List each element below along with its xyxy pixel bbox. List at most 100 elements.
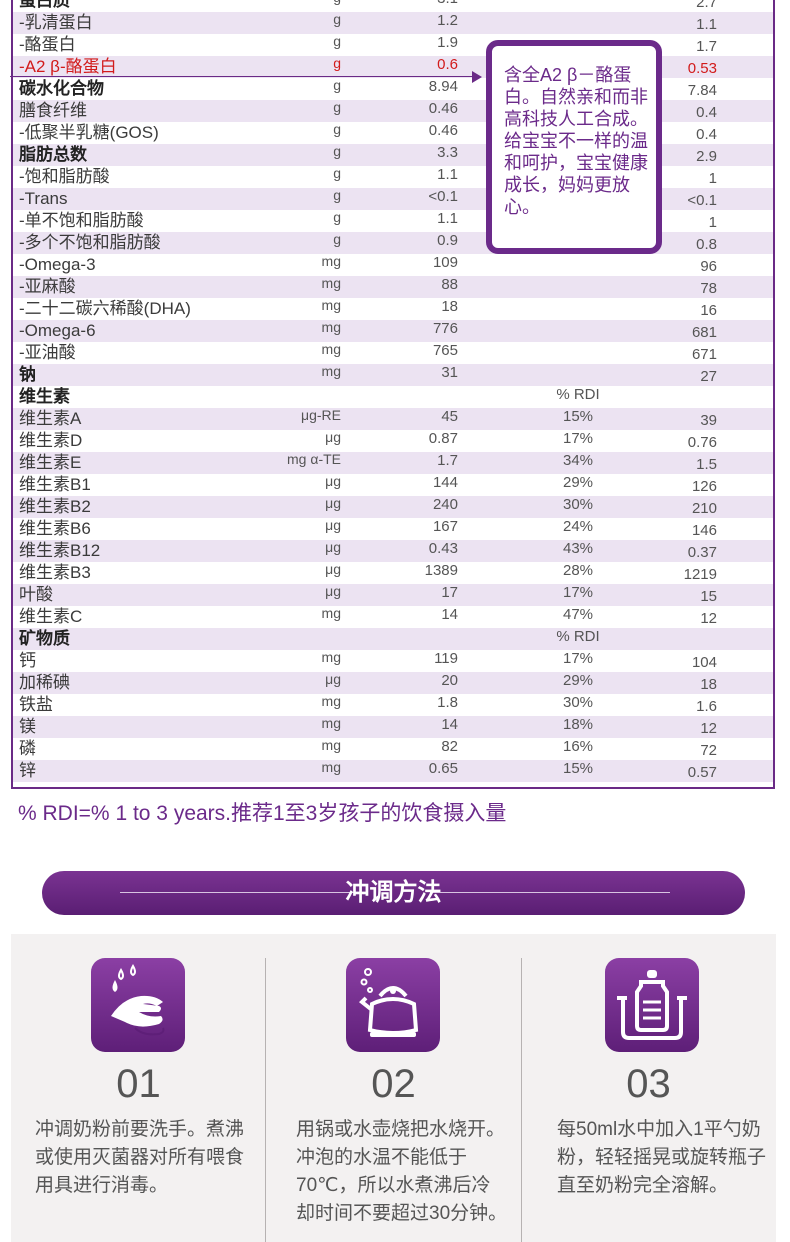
table-row: 维生素B1 μg 144 29% 126 (13, 473, 773, 496)
nutrient-rdi: 28% (562, 562, 594, 579)
nutrient-rdi: 18% (562, 716, 594, 733)
nutrient-value-per-serving (627, 388, 717, 410)
nutrient-value-per-serving: 39 (700, 412, 717, 429)
table-row: 维生素C mg 14 47% 12 (13, 605, 773, 628)
nutrient-unit: g (333, 231, 341, 247)
nutrient-value-per-100ml: 1389 (424, 562, 458, 579)
nutrient-name: 维生素D (19, 431, 83, 450)
nutrient-value-per-100ml: 0.6 (437, 56, 458, 73)
nutrient-value-per-100ml: 18 (441, 298, 458, 315)
nutrient-rdi: 47% (562, 606, 594, 623)
nutrient-value-per-100ml: 1.1 (437, 210, 458, 227)
table-row: 钙 mg 119 17% 104 (13, 649, 773, 672)
nutrient-rdi (533, 274, 623, 296)
nutrient-value-per-100ml: 14 (441, 716, 458, 733)
nutrient-value-per-100ml: 109 (432, 254, 458, 271)
nutrient-unit: g (333, 99, 341, 115)
nutrient-name: 锌 (19, 761, 36, 780)
nutrient-unit (253, 624, 341, 646)
nutrient-unit: μg (325, 473, 341, 489)
table-row: 镁 mg 14 18% 12 (13, 715, 773, 738)
nutrient-value-per-100ml: 0.43 (428, 540, 458, 557)
nutrient-rdi (533, 296, 623, 318)
nutrient-value-per-serving: 1.1 (696, 16, 717, 33)
step-2: 02 用锅或水壶烧把水烧开。冲泡的水温不能低于70℃，所以水煮沸后冷却时间不要超… (266, 934, 521, 1242)
callout-text: 含全A2 β－酪蛋白。自然亲和而非高科技人工合成。给宝宝不一样的温和呵护，宝宝健… (504, 65, 648, 217)
nutrient-rdi: 30% (562, 496, 594, 513)
step-3: 03 每50ml水中加入1平勺奶粉，轻轻摇晃或旋转瓶子直至奶粉完全溶解。 (521, 934, 776, 1242)
nutrient-rdi: 15% (562, 760, 594, 777)
nutrient-unit: mg (321, 275, 341, 291)
nutrient-unit: g (333, 11, 341, 27)
nutrient-name: 叶酸 (19, 585, 53, 604)
nutrient-name: 维生素A (19, 409, 82, 428)
callout-pointer-arrow (472, 71, 482, 83)
step-description: 冲调奶粉前要洗手。煮沸或使用灭菌器对所有喂食用具进行消毒。 (35, 1119, 245, 1196)
nutrient-value-per-serving: 16 (700, 302, 717, 319)
nutrient-value-per-serving: 1219 (683, 566, 717, 583)
table-row: 维生素B2 μg 240 30% 210 (13, 495, 773, 518)
nutrient-value-per-serving: 12 (700, 720, 717, 737)
table-row: 铁盐 mg 1.8 30% 1.6 (13, 693, 773, 716)
step-number: 02 (371, 1062, 416, 1106)
nutrient-unit: μg (325, 429, 341, 445)
nutrient-unit: μg (325, 495, 341, 511)
nutrient-rdi: 34% (562, 452, 594, 469)
nutrient-value-per-100ml: 1.7 (437, 452, 458, 469)
nutrient-name: 蛋白质 (19, 0, 70, 10)
nutrient-value-per-100ml: 144 (432, 474, 458, 491)
table-row: -亚麻酸 mg 88 78 (13, 274, 773, 298)
nutrient-value-per-100ml (373, 384, 458, 406)
nutrient-unit: g (333, 209, 341, 225)
nutrient-value-per-100ml: 45 (441, 408, 458, 425)
table-row: 维生素D μg 0.87 17% 0.76 (13, 429, 773, 452)
nutrient-value-per-100ml: 0.9 (437, 232, 458, 249)
nutrient-unit: mg (321, 737, 341, 753)
nutrient-unit: mg (321, 605, 341, 621)
nutrient-name: 维生素 (19, 387, 70, 406)
nutrient-rdi: % RDI (556, 386, 600, 403)
nutrient-name: 镁 (19, 717, 36, 736)
nutrient-unit: μg (325, 517, 341, 533)
nutrient-name: 加稀碘 (19, 673, 70, 692)
nutrient-value-per-serving: 7.84 (687, 82, 717, 99)
nutrient-name: 维生素B1 (19, 475, 91, 494)
nutrient-unit: μg (325, 539, 341, 555)
nutrient-value-per-serving: 72 (700, 742, 717, 759)
banner-rule-left (120, 892, 358, 893)
nutrient-name: 铁盐 (19, 695, 53, 714)
nutrient-name: -A2 β-酪蛋白 (19, 57, 117, 76)
nutrient-rdi: 17% (562, 650, 594, 667)
nutrient-unit: g (333, 143, 341, 159)
step-divider (265, 958, 266, 1242)
nutrient-unit: μg (325, 561, 341, 577)
table-row: 碳水化合物 g 8.94 7.84 (13, 77, 773, 100)
nutrient-rdi: 17% (562, 430, 594, 447)
step-description: 每50ml水中加入1平勺奶粉，轻轻摇晃或旋转瓶子直至奶粉完全溶解。 (557, 1119, 767, 1196)
banner-rule-right (430, 892, 670, 893)
nutrient-name: 维生素E (19, 453, 82, 472)
nutrient-value-per-serving: 2.9 (696, 148, 717, 165)
nutrient-value-per-100ml: 0.87 (428, 430, 458, 447)
nutrient-rdi: 43% (562, 540, 594, 557)
table-row: 维生素B12 μg 0.43 43% 0.37 (13, 539, 773, 562)
nutrient-value-per-100ml: 3.1 (373, 0, 458, 10)
nutrient-value-per-serving: 78 (700, 280, 717, 297)
nutrient-name: -饱和脂肪酸 (19, 167, 110, 186)
nutrient-rdi (533, 340, 623, 362)
nutrient-value-per-serving: 104 (691, 654, 717, 671)
nutrient-value-per-serving: <0.1 (687, 192, 717, 209)
preparation-steps: 01 冲调奶粉前要洗手。煮沸或使用灭菌器对所有喂食用具进行消毒。 02 用锅或水… (11, 934, 776, 1242)
nutrient-value-per-serving: 18 (700, 676, 717, 693)
bottle-sterilize-icon (605, 958, 699, 1052)
nutrient-name: 钠 (19, 365, 36, 384)
nutrient-name: 钙 (19, 651, 36, 670)
nutrient-name: 维生素B3 (19, 563, 91, 582)
nutrient-unit: mg (321, 297, 341, 313)
nutrient-rdi: 16% (562, 738, 594, 755)
nutrient-name: -多个不饱和脂肪酸 (19, 233, 161, 252)
nutrient-value-per-100ml: 0.65 (428, 760, 458, 777)
table-row: -饱和脂肪酸 g 1.1 1 (13, 165, 773, 188)
nutrient-unit: mg (321, 341, 341, 357)
nutrient-value-per-100ml: 17 (441, 584, 458, 601)
